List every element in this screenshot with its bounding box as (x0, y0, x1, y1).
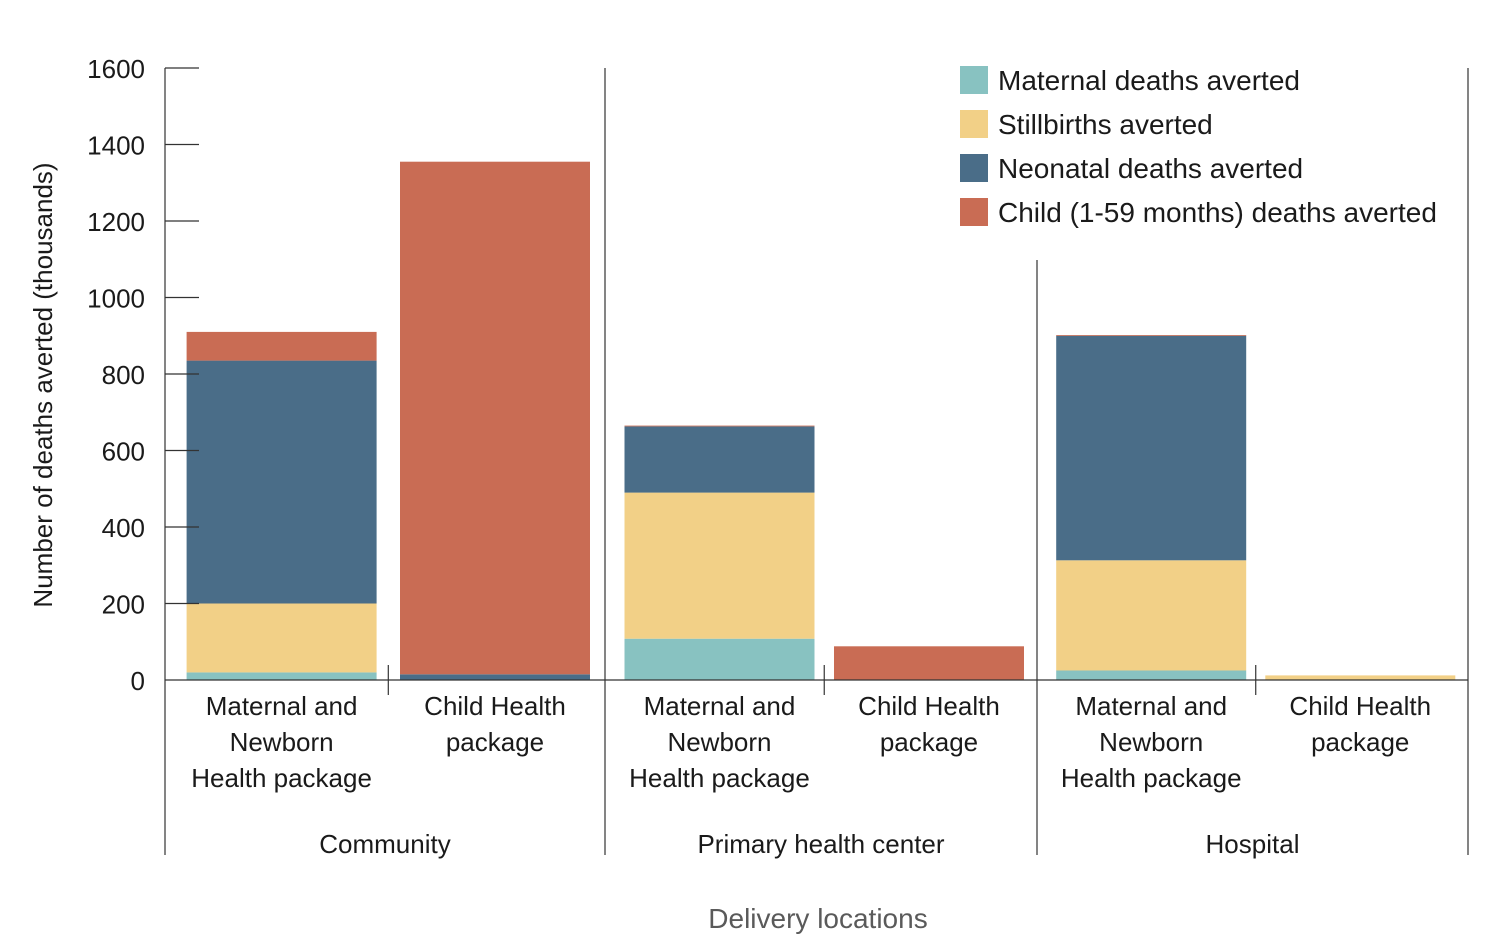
legend-swatch-0 (960, 66, 988, 94)
bar-segment-2-series-0 (624, 638, 815, 680)
y-tick-label-0: 0 (131, 666, 145, 696)
category-label-5: Child Health package (1289, 691, 1431, 757)
category-label-1: Child Health package (424, 691, 566, 757)
y-tick-label-1: 200 (102, 590, 145, 620)
legend-label-3: Child (1-59 months) deaths averted (998, 197, 1437, 228)
category-label-2: Maternal and Newborn Health package (629, 691, 810, 793)
group-label-2: Hospital (1206, 829, 1300, 859)
labels-layer: 0 200 400 600 800 1000 1200 1400 1600 Maternal an… (87, 54, 1431, 859)
bar-segment-1-series-2 (400, 674, 590, 680)
bar-segment-0-series-2 (186, 360, 377, 604)
category-label-3: Child Health package (858, 691, 1000, 757)
group-label-0: Community (319, 829, 450, 859)
y-tick-label-5: 1000 (87, 284, 145, 314)
bar-segment-3-series-3 (834, 646, 1024, 680)
x-axis-label: Delivery locations (708, 903, 927, 934)
group-label-1: Primary health center (697, 829, 944, 859)
bar-segment-4-series-1 (1056, 560, 1247, 671)
bar-segment-4-series-0 (1056, 670, 1247, 680)
bar-segment-4-series-3 (1056, 335, 1247, 336)
y-axis-label: Number of deaths averted (thousands) (28, 162, 58, 607)
legend-label-2: Neonatal deaths averted (998, 153, 1303, 184)
bar-segment-2-series-1 (624, 492, 815, 639)
y-tick-label-8: 1600 (87, 54, 145, 84)
category-label-0: Maternal and Newborn Health package (191, 691, 372, 793)
axes-layer (164, 67, 1469, 855)
y-tick-label-2: 400 (102, 513, 145, 543)
bars-layer (186, 161, 1456, 680)
legend-label-1: Stillbirths averted (998, 109, 1213, 140)
legend-swatch-3 (960, 198, 988, 226)
bar-segment-0-series-3 (186, 331, 377, 361)
bar-segment-2-series-2 (624, 426, 815, 493)
legend-swatch-1 (960, 110, 988, 138)
bar-segment-4-series-2 (1056, 335, 1247, 561)
y-tick-label-4: 800 (102, 360, 145, 390)
bar-segment-0-series-0 (186, 672, 377, 680)
legend-swatch-2 (960, 154, 988, 182)
bar-segment-2-series-3 (624, 425, 815, 427)
category-label-4: Maternal and Newborn Health package (1061, 691, 1242, 793)
legend-label-0: Maternal deaths averted (998, 65, 1300, 96)
bar-segment-0-series-1 (186, 603, 377, 673)
legend: Maternal deaths averted Stillbirths avert… (960, 65, 1437, 228)
bar-segment-1-series-3 (400, 161, 590, 675)
y-tick-label-6: 1200 (87, 207, 145, 237)
y-tick-label-7: 1400 (87, 131, 145, 161)
bar-segment-5-series-1 (1265, 675, 1456, 680)
y-tick-label-3: 600 (102, 437, 145, 467)
